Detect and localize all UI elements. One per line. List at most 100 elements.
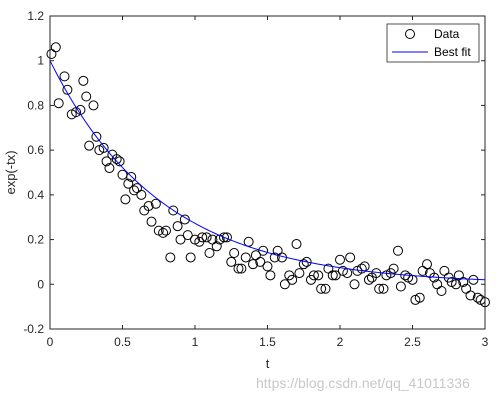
data-point [364, 274, 374, 285]
data-point [388, 263, 399, 274]
data-point [472, 292, 483, 303]
x-tick-label: 0 [47, 335, 54, 349]
data-point [158, 227, 169, 238]
data-point [414, 292, 425, 303]
data-point [374, 283, 385, 294]
data-point [258, 245, 269, 256]
y-tick-label: 0.4 [27, 188, 44, 202]
x-axis-label: t [266, 356, 270, 371]
legend: Data Best fit [386, 23, 480, 63]
data-point [294, 268, 305, 279]
data-point [265, 270, 276, 281]
data-point [120, 194, 131, 205]
data-point [229, 247, 240, 258]
data-point [201, 232, 212, 243]
y-axis-label: exp(-tx) [3, 150, 18, 194]
data-point [91, 131, 102, 142]
data-point [182, 230, 193, 241]
data-point [150, 198, 161, 209]
data-point [330, 270, 341, 281]
legend-fit-label: Best fit [434, 45, 471, 59]
data-point [356, 263, 367, 274]
data-point [226, 256, 237, 267]
legend-data-label: Data [434, 27, 460, 41]
x-tick-label: 2.5 [404, 335, 421, 349]
data-point [465, 290, 476, 301]
y-tick-label: 0.8 [27, 98, 44, 112]
data-point [101, 156, 112, 167]
data-point [211, 241, 222, 252]
plot-area [50, 16, 485, 329]
data-point [111, 154, 122, 165]
y-tick-label: -0.2 [23, 322, 44, 336]
x-tick-label: 1 [192, 335, 199, 349]
data-point [451, 279, 461, 290]
data-point [161, 225, 171, 236]
data-point [320, 283, 331, 294]
data-point [269, 252, 280, 263]
data-point [146, 216, 157, 227]
y-tick-label: 0.2 [27, 233, 44, 247]
data-point [349, 279, 360, 290]
data-point [301, 256, 312, 267]
data-point [316, 283, 327, 294]
data-point [313, 270, 324, 281]
data-point [104, 163, 115, 174]
data-point [172, 221, 183, 232]
data-point [204, 247, 215, 258]
data-point [393, 245, 403, 256]
data-point [221, 232, 232, 243]
data-point [327, 270, 338, 281]
data-point [197, 232, 208, 243]
x-tick-label: 2 [337, 335, 344, 349]
data-point [219, 232, 229, 243]
x-tick-label: 3 [482, 335, 489, 349]
data-point [126, 171, 137, 182]
data-point [291, 239, 302, 250]
data-point [236, 263, 247, 274]
legend-box [386, 23, 480, 63]
data-point [308, 270, 319, 281]
data-point [335, 254, 345, 265]
data-point [255, 256, 266, 267]
data-point [185, 252, 196, 263]
data-point [123, 178, 134, 189]
data-point [345, 252, 356, 263]
data-point [78, 75, 89, 86]
data-point [168, 205, 179, 216]
data-point [422, 259, 432, 270]
data-point [240, 252, 251, 263]
data-marks [46, 42, 490, 308]
data-point [378, 283, 389, 294]
y-tick-label: 1.2 [27, 9, 44, 23]
data-point [53, 98, 64, 109]
data-point [298, 259, 309, 270]
data-point [62, 84, 73, 95]
data-point [179, 214, 190, 225]
legend-data-marker [405, 29, 415, 39]
data-point [114, 156, 125, 167]
data-point [136, 189, 147, 200]
watermark: https://blog.csdn.net/qq_41011336 [256, 375, 470, 391]
x-tick-label: 0.5 [114, 335, 131, 349]
best-fit-line [49, 60, 486, 281]
data-point [165, 252, 176, 263]
y-tick-label: 0.6 [27, 143, 44, 157]
data-point [279, 279, 290, 290]
data-point [175, 234, 186, 245]
data-point [287, 274, 298, 285]
data-point [395, 281, 406, 292]
data-point [84, 140, 95, 151]
data-point [81, 91, 92, 102]
data-point [143, 201, 154, 212]
data-point [233, 263, 244, 274]
y-tick-label: 0 [37, 277, 44, 291]
data-point [262, 261, 273, 272]
data-point [436, 285, 447, 296]
data-point [248, 259, 258, 270]
data-point [458, 277, 469, 288]
y-tick-label: 1 [37, 54, 44, 68]
ticks: 0 0.5 1 1.5 2 2.5 3-0.200.20.40.60.811.2 [23, 9, 488, 349]
data-point [129, 185, 140, 196]
